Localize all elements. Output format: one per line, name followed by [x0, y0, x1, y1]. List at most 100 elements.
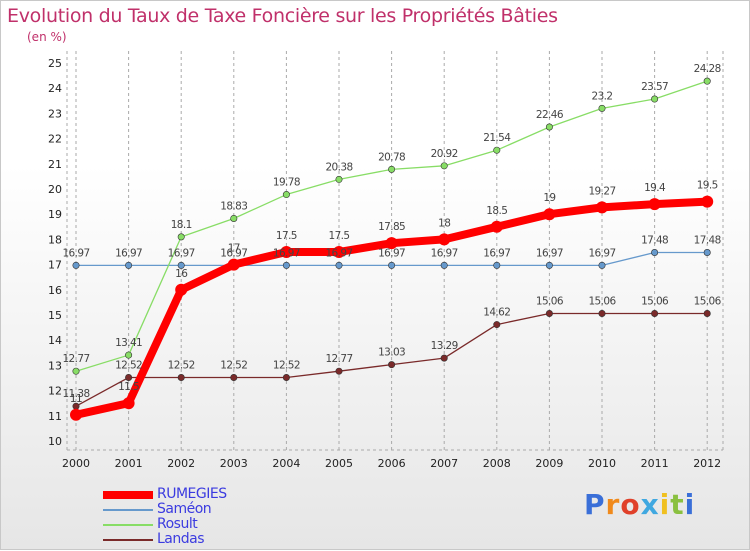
data-label-landas: 12.52	[168, 359, 195, 371]
data-point-landas	[282, 373, 290, 381]
data-point-sameon	[335, 261, 343, 269]
data-label-rosult: 12.77	[62, 353, 89, 365]
data-label-rumegies: 11	[70, 393, 82, 405]
x-tick-label: 2007	[430, 457, 458, 470]
logo-letter: i	[659, 488, 671, 521]
data-label-sameon: 16.97	[62, 247, 89, 259]
data-label-rosult: 19.78	[273, 177, 300, 189]
data-point-rumegies	[280, 246, 293, 258]
chart-title: Evolution du Taux de Taxe Foncière sur l…	[7, 5, 558, 27]
data-point-landas	[493, 321, 501, 329]
data-label-sameon: 16.97	[325, 247, 352, 259]
legend-swatch-rosult	[103, 524, 153, 526]
legend-label-rumegies: RUMEGIES	[157, 486, 227, 502]
series-layer	[70, 77, 714, 421]
y-tick-label: 13	[48, 359, 62, 372]
logo-letter: r	[605, 488, 621, 521]
data-label-rumegies: 19.4	[644, 182, 666, 194]
data-point-rosult	[440, 162, 448, 170]
data-label-rosult: 21.54	[483, 132, 511, 144]
data-label-landas: 14.62	[483, 307, 510, 319]
legend-label-rosult: Rosult	[157, 516, 198, 532]
data-point-rumegies	[70, 408, 82, 421]
data-point-rumegies	[438, 233, 451, 246]
proxiti-logo: Proxiti	[584, 488, 695, 521]
logo-letter: x	[640, 488, 660, 521]
x-tick-label: 2008	[483, 457, 511, 470]
data-point-rumegies	[175, 283, 188, 296]
data-point-rosult	[493, 146, 501, 154]
data-point-sameon	[72, 261, 80, 269]
data-label-landas: 12.77	[325, 353, 352, 365]
legend-swatch-rumegies	[103, 491, 153, 499]
data-label-sameon: 16.97	[431, 247, 458, 259]
data-point-landas	[335, 367, 343, 375]
data-label-rumegies: 17	[228, 243, 240, 255]
data-label-sameon: 17.48	[641, 235, 668, 247]
y-tick-label: 17	[48, 259, 62, 272]
data-label-landas: 15.06	[588, 295, 616, 307]
y-tick-label: 16	[48, 284, 62, 297]
data-point-sameon	[440, 261, 448, 269]
x-tick-label: 2001	[115, 457, 143, 470]
axes	[66, 51, 723, 451]
y-tick-label: 20	[48, 183, 62, 196]
y-tick-label: 11	[48, 410, 62, 423]
data-label-landas: 15.06	[536, 295, 564, 307]
data-point-landas	[651, 309, 659, 317]
x-tick-labels: 2000 2001 2002 2003 2004 2005 2006 2007 2008 2009…	[62, 457, 721, 470]
y-tick-label: 14	[48, 334, 62, 347]
data-label-sameon: 16.97	[483, 247, 510, 259]
legend-label-landas: Landas	[157, 531, 205, 547]
data-point-rosult	[335, 175, 343, 183]
x-tick-label: 2010	[588, 457, 616, 470]
data-label-rosult: 20.38	[325, 161, 352, 173]
data-point-rosult	[282, 191, 290, 199]
logo-letter: P	[584, 488, 606, 521]
data-label-rumegies: 19.27	[588, 185, 615, 197]
data-label-rumegies: 18	[438, 217, 450, 229]
data-label-landas: 15.06	[694, 295, 722, 307]
x-tick-label: 2011	[641, 457, 669, 470]
data-point-rumegies	[648, 198, 661, 211]
grid	[75, 51, 724, 450]
data-label-rumegies: 11.5	[118, 381, 139, 393]
data-point-sameon	[388, 261, 396, 269]
data-point-landas	[230, 373, 238, 381]
data-point-sameon	[125, 261, 133, 269]
x-tick-label: 2000	[62, 457, 90, 470]
data-point-sameon	[598, 261, 606, 269]
data-label-landas: 11.38	[62, 388, 89, 400]
x-tick-label: 2004	[272, 457, 300, 470]
data-label-sameon: 16.97	[115, 247, 142, 259]
logo-letter: o	[620, 488, 641, 521]
data-point-sameon	[177, 261, 185, 269]
y-tick-label: 24	[48, 82, 62, 95]
data-label-sameon: 16.97	[220, 247, 247, 259]
data-label-rumegies: 17.85	[378, 221, 405, 233]
logo-letter: t	[670, 488, 685, 521]
data-point-rosult	[177, 233, 185, 241]
data-label-landas: 13.03	[378, 347, 405, 359]
y-tick-label: 23	[48, 107, 62, 120]
data-point-rumegies	[701, 195, 714, 208]
x-tick-label: 2012	[693, 457, 721, 470]
data-label-rosult: 20.92	[431, 148, 458, 160]
y-tick-label: 15	[48, 309, 62, 322]
y-tick-label: 25	[48, 57, 62, 70]
legend-label-sameon: Saméon	[157, 501, 212, 517]
data-label-sameon: 16.97	[378, 247, 405, 259]
legend-swatch-landas	[103, 539, 153, 541]
y-tick-label: 18	[48, 233, 62, 246]
data-label-rosult: 22.46	[536, 109, 564, 121]
data-point-landas	[388, 361, 396, 369]
data-label-rosult: 18.83	[220, 200, 247, 212]
data-label-sameon: 16.97	[536, 247, 563, 259]
data-point-sameon	[703, 249, 711, 257]
data-label-landas: 13.29	[431, 340, 458, 352]
data-point-rumegies	[333, 246, 345, 258]
data-point-landas	[440, 354, 448, 362]
y-tick-label: 19	[48, 208, 62, 221]
